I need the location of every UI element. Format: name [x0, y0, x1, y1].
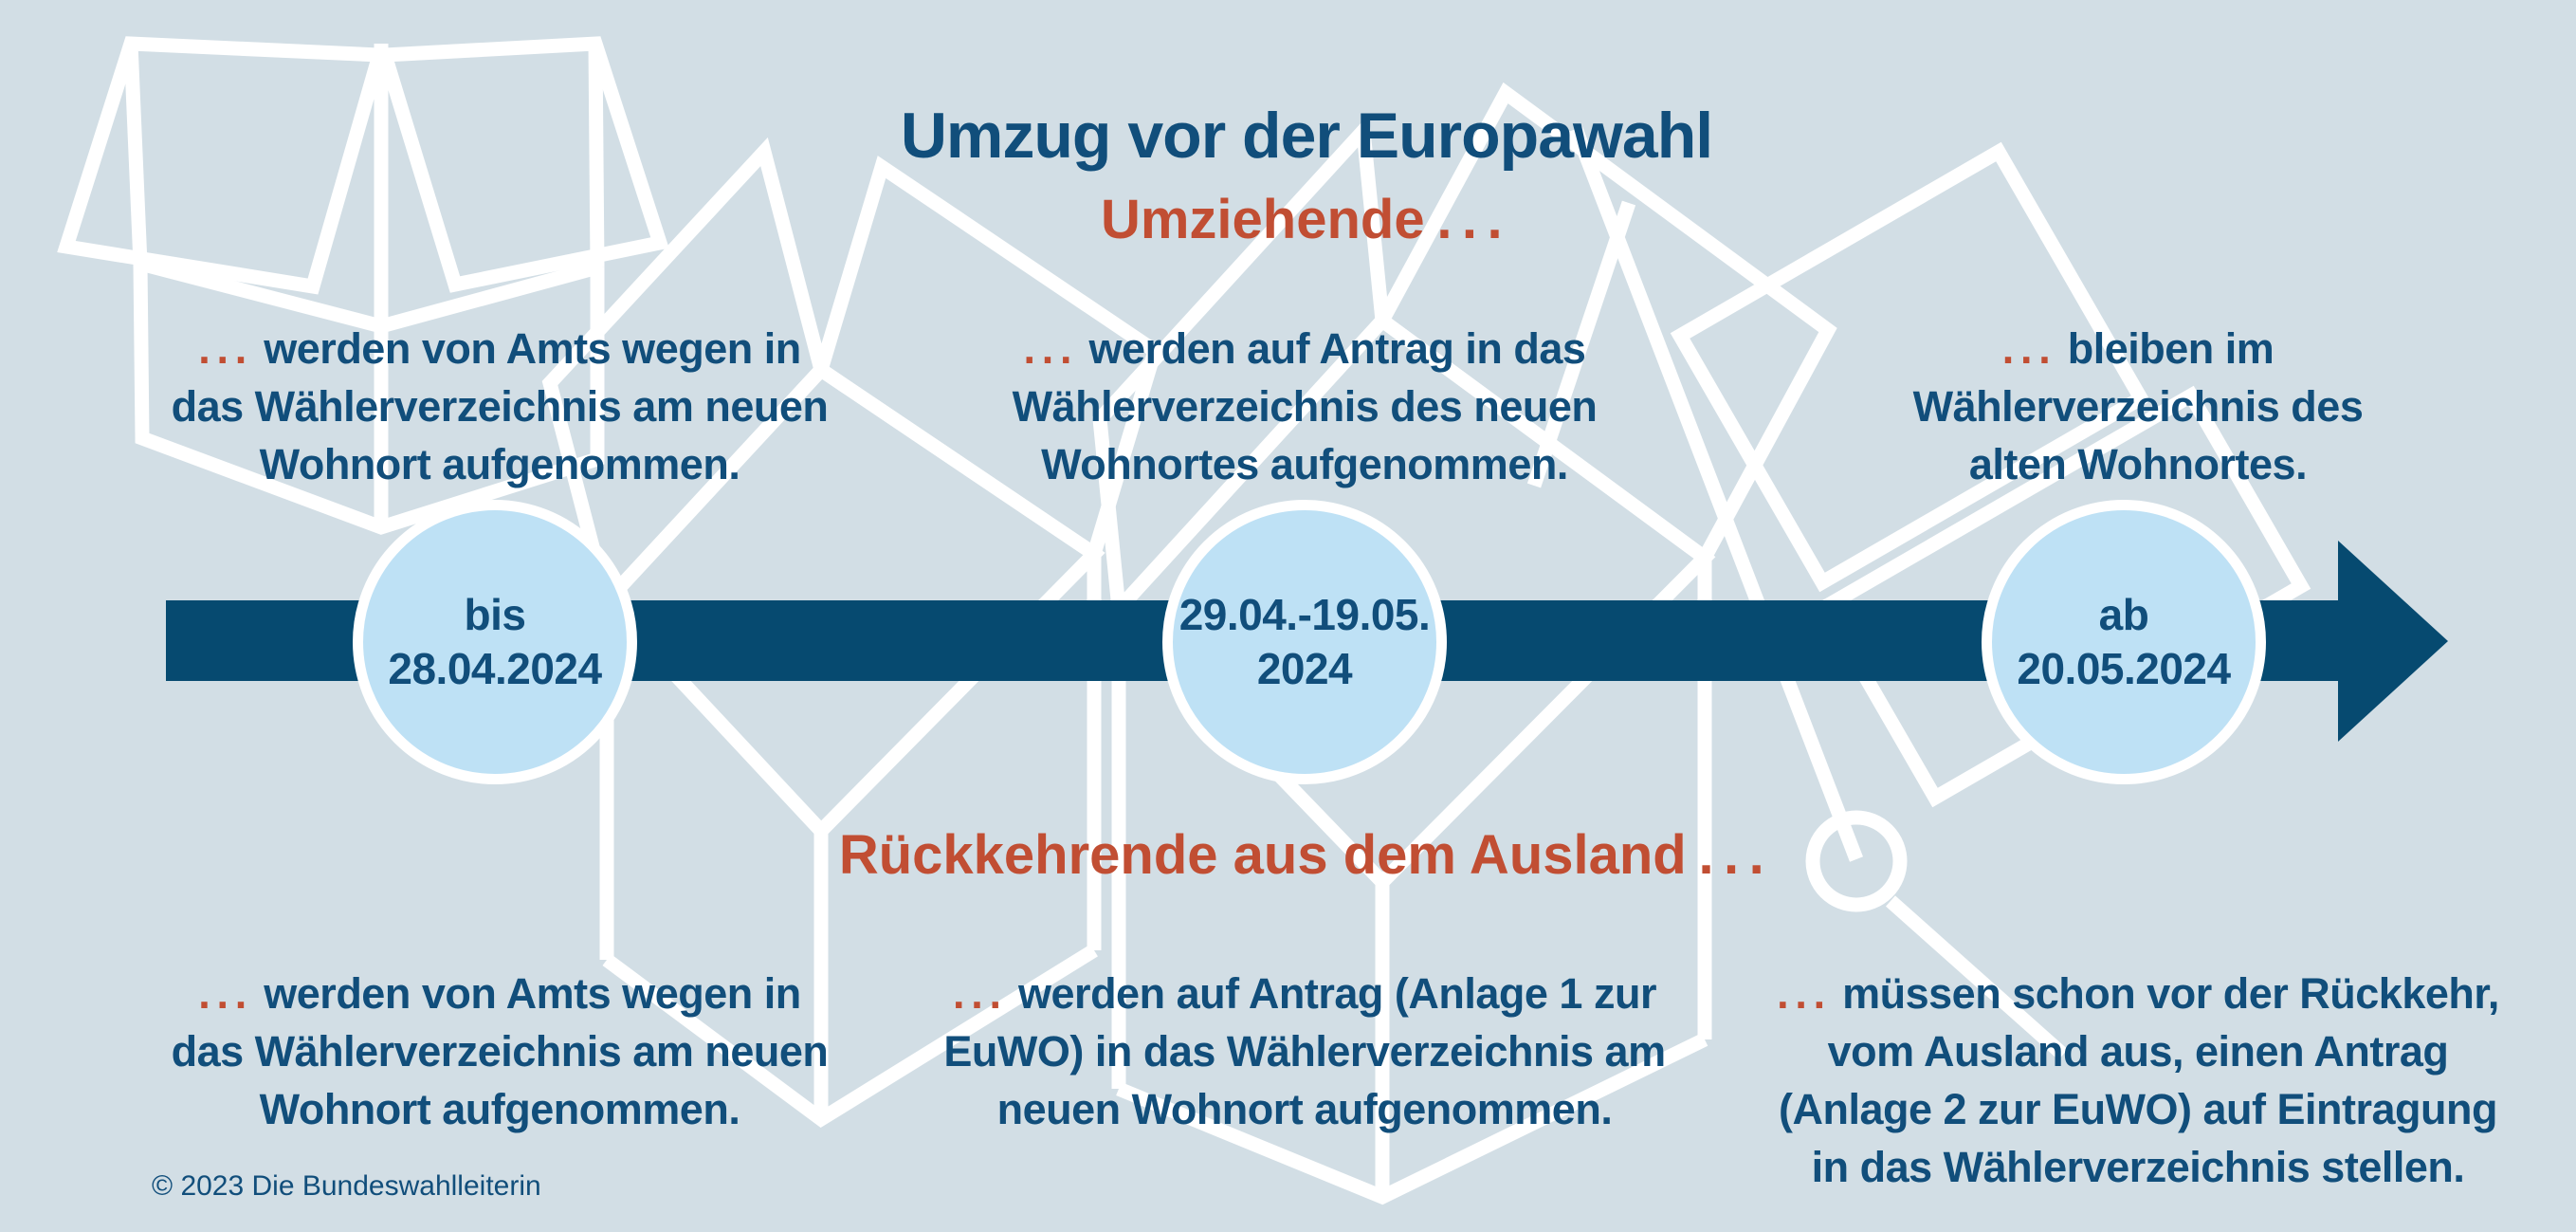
note-ellipsis: ... [1777, 969, 1832, 1018]
open-moving-box-icon [57, 36, 669, 535]
note-ellipsis: ... [1023, 324, 1079, 373]
section-heading-movers: Umziehende... [624, 188, 1989, 251]
section-heading-returnees: Rückkehrende aus dem Ausland... [624, 823, 1989, 887]
copyright-notice: © 2023 Die Bundeswahlleiterin [152, 1170, 541, 1202]
note-ellipsis: ... [198, 969, 254, 1018]
hand-truck-with-boxes-icon [1526, 126, 2311, 1060]
note-movers-before: ... werden von Amts wegen in das Wählerver… [82, 320, 917, 493]
milestone-date: bis 28.04.2024 [388, 590, 602, 693]
note-text: bleiben im Wählerverzeichnis des alten Woh… [1912, 324, 2364, 488]
note-ellipsis: ... [2001, 324, 2057, 373]
page-title: Umzug vor der Europawahl [900, 99, 1713, 172]
milestone-date: ab 20.05.2024 [2017, 590, 2231, 693]
note-movers-after: ... bleiben im Wählerverzeichnis des alten … [1721, 320, 2555, 493]
timeline-milestone-3: ab 20.05.2024 [1982, 500, 2266, 784]
note-text: werden von Amts wegen in das Wählerverzei… [171, 324, 829, 488]
note-returnees-after: ... müssen schon vor der Rückkehr, vom Aus… [1721, 965, 2555, 1196]
heading-ellipsis: ... [1436, 189, 1513, 250]
section-heading-label: Umziehende [1100, 189, 1425, 250]
note-returnees-during: ... werden auf Antrag (Anlage 1 zur EuWO) … [887, 965, 1722, 1138]
note-text: müssen schon vor der Rückkehr, vom Auslan… [1779, 969, 2499, 1191]
note-text: werden auf Antrag (Anlage 1 zur EuWO) in … [943, 969, 1666, 1133]
timeline-milestone-2: 29.04.-19.05. 2024 [1162, 500, 1447, 784]
note-ellipsis: ... [198, 324, 254, 373]
note-text: werden von Amts wegen in das Wählerverzei… [171, 969, 829, 1133]
note-returnees-before: ... werden von Amts wegen in das Wählerver… [82, 965, 917, 1138]
section-heading-label: Rückkehrende aus dem Ausland [838, 824, 1687, 886]
note-ellipsis: ... [953, 969, 1008, 1018]
heading-ellipsis: ... [1698, 824, 1775, 886]
note-movers-during: ... werden auf Antrag in das Wählerverzeic… [887, 320, 1722, 493]
milestone-date: 29.04.-19.05. 2024 [1178, 590, 1431, 693]
note-text: werden auf Antrag in das Wählerverzeichni… [1012, 324, 1598, 488]
timeline-milestone-1: bis 28.04.2024 [353, 500, 637, 784]
